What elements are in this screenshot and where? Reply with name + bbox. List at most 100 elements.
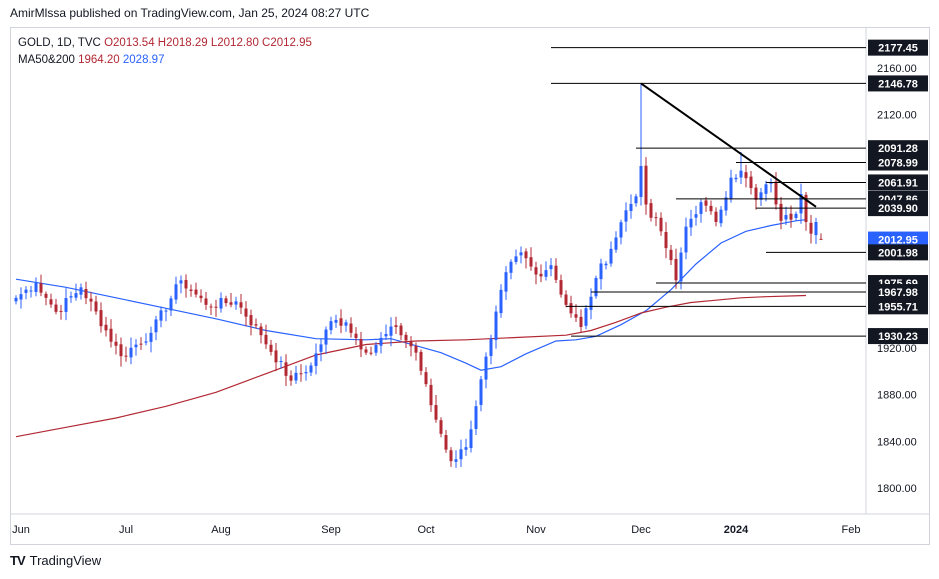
candle-body	[754, 187, 758, 200]
x-tick-label: Jul	[119, 524, 133, 536]
x-tick-label: Sep	[321, 524, 341, 536]
candle-body	[314, 353, 318, 366]
level-price-label: 1930.23	[878, 331, 918, 343]
candle-body	[524, 251, 528, 259]
ma200-line	[15, 294, 807, 438]
candle-body	[309, 365, 313, 373]
level-price-label: 2001.98	[878, 247, 918, 259]
candle-body	[354, 333, 358, 339]
candle-body	[29, 290, 33, 292]
candle-body	[304, 372, 308, 374]
candle-body	[774, 181, 778, 205]
current-price-tag	[868, 231, 928, 248]
legend-low: L2012.80	[210, 37, 259, 49]
candle-body	[784, 215, 788, 220]
candle-body	[89, 298, 93, 302]
tradingview-brand[interactable]: TV TradingView	[10, 553, 101, 568]
candle-body	[434, 405, 438, 420]
candle-body	[154, 319, 158, 333]
candle-body	[779, 203, 783, 221]
y-tick-label: 1880.00	[877, 390, 917, 402]
candle-body	[649, 203, 653, 218]
legend-ma-label[interactable]: MA50&200	[18, 54, 75, 66]
candle-body	[139, 343, 143, 345]
candle-body	[584, 308, 588, 326]
y-tick-label: 2120.00	[877, 110, 917, 122]
candle-body	[574, 314, 578, 318]
candle-body	[269, 344, 273, 352]
candle-body	[284, 362, 288, 376]
y-tick-label: 1840.00	[877, 436, 917, 448]
candle-body	[629, 203, 633, 212]
candle-body	[579, 316, 583, 327]
ma50-line	[15, 219, 807, 371]
candle-body	[179, 280, 183, 284]
candle-body	[239, 302, 243, 308]
candle-body	[799, 194, 803, 214]
legend-symbol[interactable]: GOLD, 1D, TVC	[18, 37, 101, 49]
legend-open: O2013.54	[104, 37, 155, 49]
candle-body	[49, 299, 53, 305]
candle-body	[439, 420, 443, 434]
legend-ma50-value: 1964.20	[78, 54, 120, 66]
candle-body	[819, 238, 823, 240]
candle-body	[299, 373, 303, 375]
candle-body	[384, 334, 388, 337]
candle-body	[189, 289, 193, 291]
candle-body	[254, 324, 258, 326]
candle-body	[794, 213, 798, 218]
candle-body	[619, 222, 623, 238]
candle-body	[519, 252, 523, 256]
level-price-label: 2091.28	[878, 143, 918, 155]
candle-body	[424, 372, 428, 385]
legend-close: C2012.95	[262, 37, 312, 49]
level-price-label: 2078.99	[878, 158, 918, 170]
candle-body	[634, 196, 638, 204]
candle-body	[469, 429, 473, 449]
candle-body	[364, 349, 368, 353]
candle-body	[94, 301, 98, 312]
level-price-tag	[868, 328, 928, 345]
chart-legend: GOLD, 1D, TVC O2013.54 H2018.29 L2012.80…	[18, 35, 312, 69]
candle-body	[64, 298, 68, 312]
candle-body	[169, 298, 173, 311]
candle-body	[134, 344, 138, 348]
candle-body	[599, 263, 603, 280]
candle-body	[114, 341, 118, 346]
candle-body	[24, 289, 28, 293]
candle-body	[644, 165, 648, 205]
candle-body	[589, 296, 593, 310]
candle-body	[409, 340, 413, 347]
candle-body	[34, 282, 38, 293]
candle-body	[214, 306, 218, 308]
candle-body	[109, 328, 113, 342]
brand-name: TradingView	[29, 553, 102, 568]
chart-frame[interactable]	[10, 27, 930, 545]
candle-body	[249, 315, 253, 326]
y-tick-label: 2160.00	[877, 63, 917, 75]
legend-ohlc-row: GOLD, 1D, TVC O2013.54 H2018.29 L2012.80…	[18, 35, 312, 52]
level-price-tag	[868, 75, 928, 92]
candle-body	[264, 334, 268, 345]
candle-body	[419, 351, 423, 371]
level-price-label: 2146.78	[878, 78, 918, 90]
candle-body	[539, 273, 543, 277]
candle-body	[74, 293, 78, 298]
candle-body	[349, 323, 353, 333]
candle-body	[604, 263, 608, 266]
candle-body	[164, 310, 168, 312]
candle-body	[674, 258, 678, 281]
legend-ma200-value: 2028.97	[122, 54, 165, 66]
level-price-label: 1967.98	[878, 287, 918, 299]
candle-body	[679, 252, 683, 282]
candle-body	[274, 350, 278, 363]
candle-body	[394, 325, 398, 327]
candle-body	[684, 226, 688, 253]
candle-body	[814, 222, 818, 236]
candle-body	[174, 284, 178, 300]
y-tick-label: 1920.00	[877, 343, 917, 355]
candle-body	[504, 272, 508, 292]
candle-body	[544, 270, 548, 277]
candle-body	[374, 345, 378, 353]
